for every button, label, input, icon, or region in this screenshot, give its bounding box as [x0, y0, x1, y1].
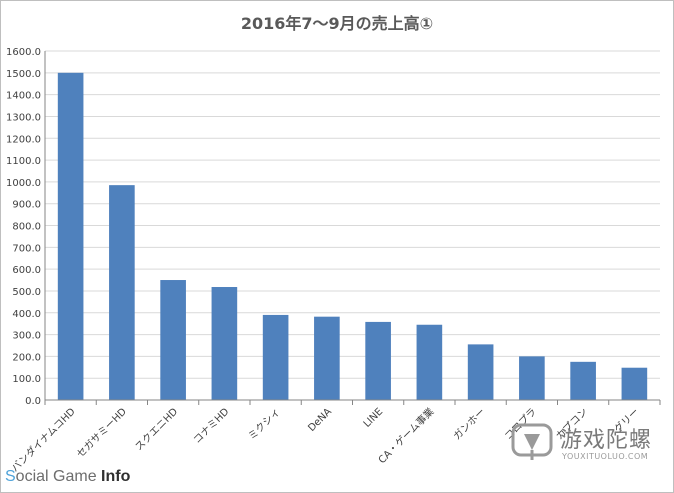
- watermark-url: YOUXITUOLUO.COM: [562, 452, 649, 461]
- y-tick-label: 600.0: [12, 265, 41, 276]
- y-tick-label: 1400.0: [6, 91, 41, 102]
- bar: [570, 361, 596, 400]
- y-tick-label: 0.0: [25, 396, 41, 407]
- x-tick-label: スクエニHD: [133, 405, 181, 453]
- social-game-info-logo: Social Game Info: [5, 468, 131, 485]
- y-tick-label: 1300.0: [6, 112, 41, 123]
- y-tick-label: 1500.0: [6, 69, 41, 80]
- youxituoluo-watermark: 游戏陀螺 YOUXITUOLUO.COM: [510, 418, 670, 468]
- bar: [262, 314, 289, 400]
- bar: [519, 356, 545, 400]
- y-tick-label: 100.0: [12, 374, 41, 385]
- y-tick-label: 800.0: [12, 222, 41, 233]
- x-tick-label: ミクシィ: [246, 406, 283, 443]
- y-tick-label: 400.0: [12, 309, 41, 320]
- x-tick-label: バンダイナムコHD: [8, 405, 78, 475]
- x-tick-label: ガンホー: [451, 406, 488, 443]
- bar: [314, 316, 340, 400]
- y-tick-label: 1600.0: [6, 47, 41, 58]
- bar: [109, 185, 135, 400]
- gyroscope-logo-icon: [511, 423, 553, 460]
- bar: [211, 287, 238, 400]
- chart-title: 2016年7～9月の売上高①: [240, 14, 434, 33]
- x-tick-label: LINE: [362, 406, 386, 430]
- x-tick-label: DeNA: [306, 406, 334, 434]
- bar: [160, 280, 186, 400]
- y-tick-label: 200.0: [12, 352, 41, 363]
- x-tick-label: セガサミーHD: [74, 405, 129, 460]
- y-tick-label: 500.0: [12, 287, 41, 298]
- bar: [621, 367, 648, 400]
- y-tick-label: 900.0: [12, 200, 41, 211]
- bar: [57, 72, 84, 400]
- y-tick-label: 1200.0: [6, 134, 41, 145]
- y-tick-label: 1100.0: [6, 156, 41, 167]
- bar: [365, 321, 391, 400]
- y-tick-label: 300.0: [12, 331, 41, 342]
- y-tick-label: 700.0: [12, 243, 41, 254]
- bar: [467, 344, 494, 400]
- bar: [416, 324, 443, 400]
- x-tick-label: コナミHD: [191, 405, 232, 446]
- y-tick-label: 1000.0: [6, 178, 41, 189]
- watermark-name: 游戏陀螺: [560, 428, 653, 453]
